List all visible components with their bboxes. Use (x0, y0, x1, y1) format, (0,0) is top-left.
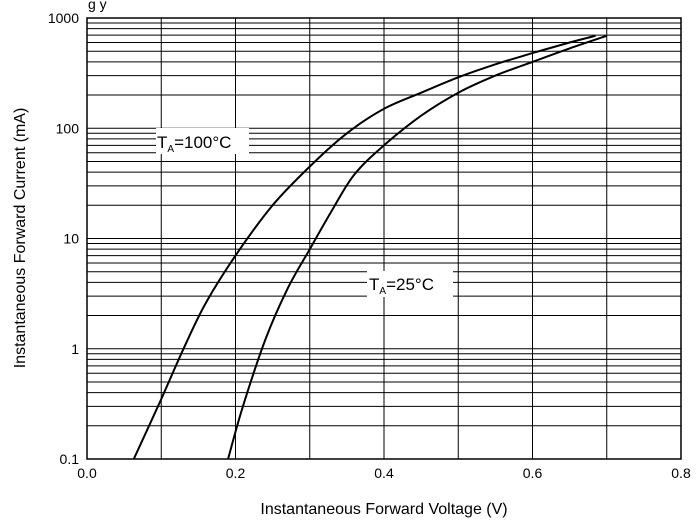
x-tick-label: 0.6 (523, 465, 543, 481)
header-fragment: g y (88, 0, 107, 12)
tick-labels: 0.0 0.2 0.4 0.6 0.8 0.1 1 10 100 1000 (48, 10, 691, 481)
y-tick-label: 1 (71, 341, 79, 357)
x-axis-label: Instantaneous Forward Voltage (V) (260, 501, 507, 518)
x-tick-label: 0.8 (671, 465, 691, 481)
y-tick-label: 1000 (48, 10, 79, 26)
y-tick-label: 100 (56, 120, 80, 136)
y-tick-label: 10 (63, 231, 79, 247)
svg-text:TA=25°C: TA=25°C (369, 275, 434, 297)
series-line-ta-100c (134, 36, 596, 459)
label-ta-100c: TA=100°C (156, 128, 249, 155)
label-ta-25c: TA=25°C (367, 271, 453, 297)
curves (134, 36, 607, 459)
y-axis-label: Instantaneous Forward Current (mA) (12, 108, 29, 369)
y-tick-label: 0.1 (60, 451, 80, 467)
x-tick-label: 0.0 (77, 465, 97, 481)
x-tick-label: 0.4 (374, 465, 394, 481)
x-tick-label: 0.2 (226, 465, 246, 481)
plot-grid (87, 18, 681, 459)
series-line-ta-25c (228, 36, 607, 459)
